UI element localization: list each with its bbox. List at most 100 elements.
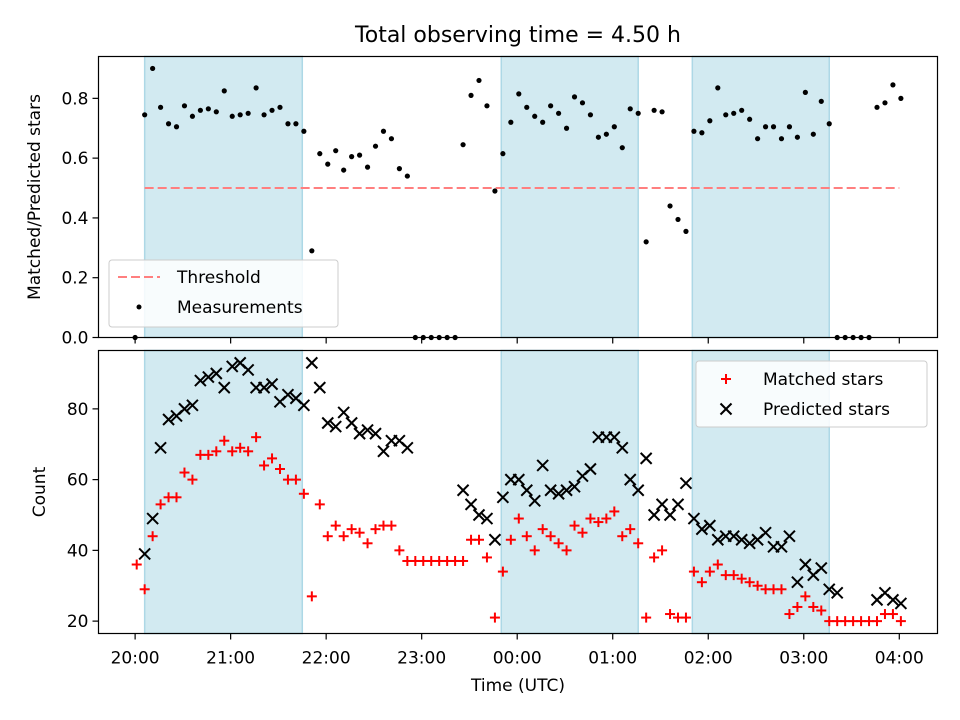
predicted-star-point [472, 508, 486, 522]
matched-star-point [688, 566, 699, 577]
measurement-point [755, 136, 761, 142]
predicted-star-point [687, 512, 701, 525]
matched-star-point [458, 555, 469, 566]
matched-star-point [489, 612, 500, 623]
measurement-point [396, 166, 402, 172]
predicted-star-point [560, 484, 573, 497]
matched-star-point [696, 577, 707, 588]
predicted-star-point [496, 491, 510, 504]
measurement-point [309, 248, 315, 254]
matched-star-point [569, 520, 580, 531]
predicted-star-point [830, 586, 844, 600]
top-y-axis-ticks: 0.0 0.2 0.4 0.6 0.8 [61, 89, 99, 349]
y-tick-label: 20 [67, 612, 89, 632]
measurement-point [277, 104, 283, 110]
measurement-point [747, 116, 753, 122]
top-y-axis-label: Matched/Predicted stars [25, 94, 45, 300]
measurement-point [293, 121, 299, 127]
legend-predicted-label: Predicted stars [763, 400, 890, 420]
predicted-star-point [202, 370, 215, 384]
predicted-star-point [313, 381, 326, 394]
measurement-point [675, 216, 681, 223]
measurement-point [532, 113, 538, 119]
legend-matched-label: Matched stars [763, 370, 883, 390]
measurement-point [643, 239, 649, 245]
measurement-point [739, 107, 745, 113]
measurement-point [826, 121, 832, 127]
y-tick-label: 0.8 [61, 89, 88, 109]
predicted-star-point [711, 533, 725, 546]
measurement-point [492, 188, 498, 194]
matched-star-point [497, 566, 508, 577]
bottom-legend: Matched stars Predicted stars [695, 360, 928, 428]
measurement-point [388, 136, 395, 142]
legend-predicted-swatch [719, 402, 733, 416]
bottom-panel: 20 40 60 80 20:00 21:00 22:00 23:00 00:00 01:00 0… [30, 349, 939, 696]
measurement-point [810, 131, 816, 137]
matched-star-point [680, 612, 691, 623]
matched-star-point [537, 524, 548, 535]
matched-star-point [259, 460, 270, 471]
predicted-star-point [512, 473, 526, 486]
predicted-star-point [536, 459, 549, 472]
measurement-point [333, 148, 339, 154]
measurement-point [173, 124, 180, 130]
predicted-star-point [703, 519, 717, 532]
predicted-star-point [353, 427, 366, 440]
predicted-star-point [695, 522, 709, 536]
measurement-point [890, 82, 896, 88]
x-tick-label: 02:00 [684, 649, 733, 669]
matched-star-point [649, 552, 660, 563]
matched-star-point [505, 534, 516, 545]
y-tick-label: 0.0 [61, 329, 88, 349]
measurement-point [142, 112, 148, 118]
x-tick-label: 22:00 [302, 649, 351, 669]
matched-star-point [330, 520, 341, 531]
top-legend-box [108, 259, 339, 328]
predicted-star-point [138, 547, 151, 561]
predicted-star-point [464, 498, 478, 511]
matched-star-point [665, 609, 676, 620]
measurement-point [404, 173, 410, 179]
matched-star-point [171, 492, 182, 503]
legend-x-marker [719, 402, 733, 416]
predicted-star-point [616, 441, 629, 454]
measurement-point [683, 228, 689, 234]
measurement-point [221, 88, 227, 94]
measurement-point [356, 152, 363, 158]
measurement-point [349, 154, 355, 160]
measurement-point [723, 112, 729, 118]
measurement-point [595, 134, 601, 140]
legend-measurements-label: Measurements [177, 298, 303, 318]
matched-star-point [577, 527, 588, 538]
matched-star-point [585, 513, 596, 524]
x-tick-label: 00:00 [493, 649, 542, 669]
matched-star-point [593, 517, 604, 528]
predicted-star-point [639, 452, 653, 465]
legend-plus-marker [721, 374, 731, 384]
matched-star-point [776, 584, 787, 595]
matched-star-point [633, 538, 644, 549]
measurement-point [516, 91, 522, 97]
matched-star-point [362, 538, 373, 549]
matched-star-point [314, 499, 325, 510]
matched-star-point [187, 474, 198, 485]
predicted-star-point [655, 498, 669, 511]
matched-star-point [274, 464, 285, 475]
x-tick-label: 20:00 [111, 649, 160, 669]
predicted-star-point [162, 413, 175, 426]
bottom-x-axis-ticks: 20:00 21:00 22:00 23:00 00:00 01:00 02:00 03:00… [111, 633, 924, 669]
matched-star-point [872, 616, 883, 627]
predicted-star-point [663, 508, 677, 522]
matched-star-point [370, 524, 381, 535]
measurement-point [579, 100, 586, 106]
matched-star-point [744, 577, 755, 588]
measurement-point [301, 128, 307, 134]
matched-star-point [179, 467, 190, 478]
predicted-star-point [146, 512, 159, 525]
predicted-star-point [369, 427, 382, 440]
matched-star-point [792, 601, 803, 612]
predicted-star-point [759, 526, 772, 539]
